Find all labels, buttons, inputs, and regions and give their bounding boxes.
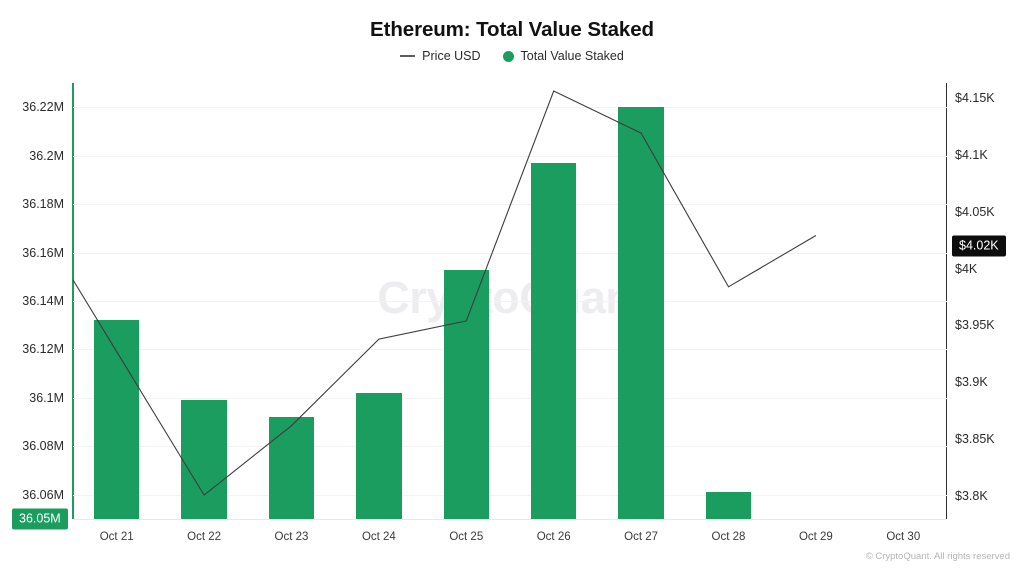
left-axis-tick-label: 36.22M — [22, 100, 64, 115]
x-axis-tick-label: Oct 22 — [187, 531, 222, 543]
bar[interactable] — [443, 269, 489, 519]
right-axis-tick-label: $3.85K — [955, 432, 995, 447]
gridline — [73, 204, 947, 206]
right-axis-tick-label: $4K — [955, 261, 978, 276]
copyright-credit: © CryptoQuant. All rights reserved — [865, 551, 1010, 562]
right-axis-tick-label: $3.8K — [955, 489, 988, 504]
bar[interactable] — [618, 107, 664, 519]
page-title: Ethereum: Total Value Staked — [370, 18, 654, 41]
right-axis-highlight-badge: $4.02K — [952, 235, 1006, 257]
right-axis-tick-label: $4.1K — [955, 147, 988, 162]
legend-label-price-usd: Price USD — [422, 49, 481, 63]
bar[interactable] — [181, 400, 227, 519]
left-axis-tick-label: 36.2M — [29, 148, 64, 163]
left-axis-tick-label: 36.1M — [29, 390, 64, 405]
left-axis-tick-label: 36.08M — [22, 439, 64, 454]
line-marker-icon — [400, 55, 416, 57]
left-axis-highlight-badge: 36.05M — [12, 508, 68, 530]
gridline — [73, 349, 947, 351]
x-axis-tick-label: Oct 25 — [449, 531, 484, 543]
x-axis-tick-label: Oct 30 — [886, 531, 921, 543]
gridline — [73, 301, 947, 302]
bar[interactable] — [705, 492, 752, 519]
bottom-axis-line — [73, 519, 947, 520]
legend-item-price-usd[interactable]: Price USD — [400, 49, 481, 63]
right-axis-tick-label: $4.15K — [955, 90, 995, 105]
x-axis-tick-label: Oct 23 — [274, 531, 309, 543]
x-axis-tick-label: Oct 21 — [99, 531, 134, 543]
x-axis-tick-label: Oct 28 — [711, 531, 746, 543]
left-axis-tick-label: 36.12M — [22, 342, 64, 357]
bar[interactable] — [530, 162, 577, 519]
legend-item-total-value-staked[interactable]: Total Value Staked — [502, 49, 624, 63]
x-axis-tick-label: Oct 29 — [798, 531, 833, 543]
left-axis-tick-label: 36.06M — [22, 487, 64, 502]
right-axis-tick-label: $3.9K — [955, 375, 988, 390]
legend-label-total-value-staked: Total Value Staked — [520, 49, 624, 63]
gridline — [73, 107, 947, 109]
bar[interactable] — [268, 417, 315, 519]
dot-marker-icon — [502, 50, 514, 62]
bar[interactable] — [93, 320, 140, 519]
gridline — [73, 155, 947, 157]
bar[interactable] — [356, 393, 402, 519]
x-axis-tick-label: Oct 27 — [624, 531, 659, 543]
x-axis-tick-label: Oct 26 — [536, 531, 571, 543]
chart-legend: Price USD Total Value Staked — [0, 49, 1024, 63]
right-axis-tick-label: $4.05K — [955, 204, 995, 219]
right-axis-tick-label: $3.95K — [955, 318, 995, 333]
gridline — [73, 397, 947, 399]
gridline — [73, 252, 947, 254]
left-axis-tick-label: 36.18M — [22, 197, 64, 212]
plot-area — [73, 83, 947, 519]
x-axis-tick-label: Oct 24 — [361, 531, 396, 543]
left-axis-tick-label: 36.16M — [22, 245, 64, 260]
left-axis-tick-label: 36.14M — [22, 294, 64, 308]
